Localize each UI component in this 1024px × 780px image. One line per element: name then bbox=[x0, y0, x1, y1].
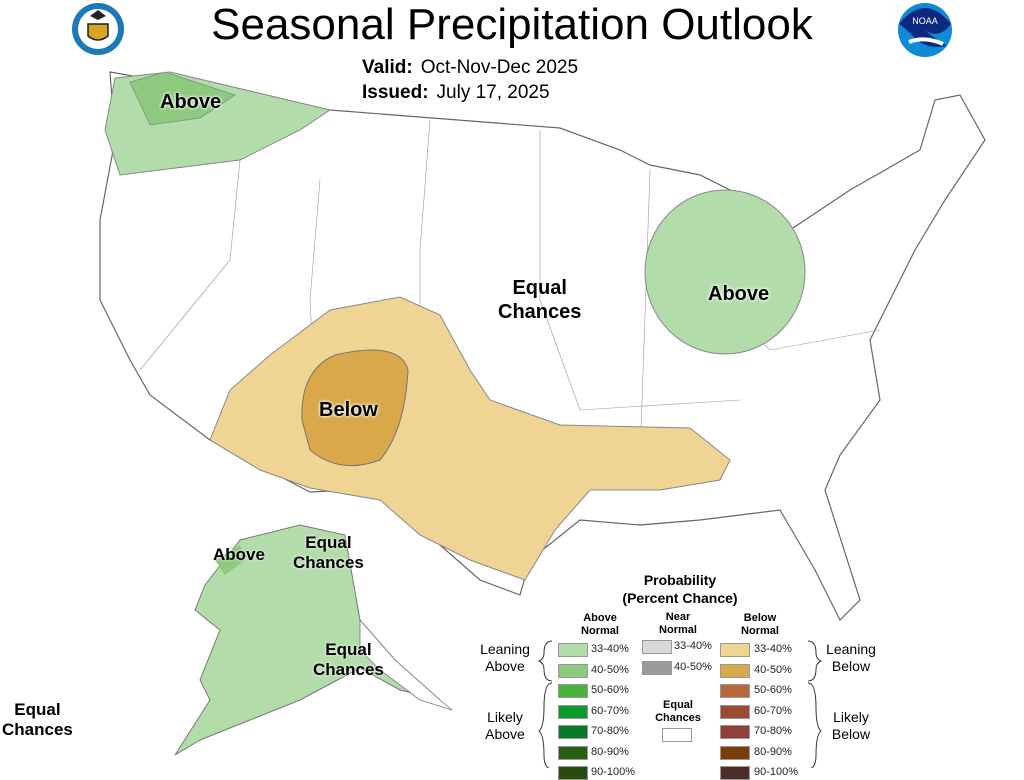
below-range-label: 40-50% bbox=[754, 663, 792, 676]
legend: Probability (Percent Chance) Above Normal … bbox=[470, 565, 890, 780]
label-line: Chances bbox=[293, 553, 364, 572]
ohio-above-region bbox=[644, 189, 806, 355]
above-range-label: 80-90% bbox=[591, 745, 629, 758]
near-swatch bbox=[642, 660, 672, 675]
leaning-below-label: Leaning Below bbox=[820, 641, 882, 675]
likely-above-label: Likely Above bbox=[474, 709, 536, 743]
legend-title-line2: (Percent Chance) bbox=[622, 590, 738, 606]
above-swatch bbox=[558, 643, 588, 657]
commerce-seal-logo bbox=[72, 3, 124, 55]
hd-line: Equal bbox=[663, 699, 693, 711]
page-title: Seasonal Precipitation Outlook bbox=[211, 0, 813, 49]
below-swatch bbox=[720, 663, 750, 678]
side-line: Leaning bbox=[480, 641, 530, 657]
side-line: Leaning bbox=[826, 641, 876, 657]
leaning-above-label: Leaning Above bbox=[474, 641, 536, 675]
label-line: Equal bbox=[325, 640, 372, 659]
side-line: Below bbox=[831, 658, 871, 674]
above-range-label: 33-40% bbox=[591, 643, 629, 655]
label-equal-line1: Equal bbox=[512, 277, 567, 299]
hd-line: Below bbox=[743, 612, 777, 624]
near-normal-header: Near Normal bbox=[648, 611, 708, 637]
above-normal-header: Above Normal bbox=[570, 612, 630, 638]
below-range-label: 60-70% bbox=[754, 704, 792, 717]
valid-value: Oct-Nov-Dec 2025 bbox=[420, 57, 579, 78]
label-line: Equal bbox=[14, 700, 61, 719]
label-ohio-above: Above bbox=[708, 283, 770, 305]
likely-below-label: Likely Below bbox=[820, 709, 882, 743]
label-hi-equal: Equal Chances bbox=[2, 700, 73, 740]
above-range-label: 70-80% bbox=[591, 725, 629, 737]
below-swatch bbox=[720, 766, 750, 780]
noaa-logo: NOAA bbox=[898, 3, 952, 57]
legend-title-line1: Probability bbox=[643, 572, 717, 588]
above-swatch bbox=[558, 766, 588, 780]
side-line: Above bbox=[485, 658, 525, 674]
below-swatch bbox=[720, 684, 750, 698]
above-swatch bbox=[558, 725, 588, 739]
issued-value: July 17, 2025 bbox=[436, 82, 550, 103]
issued-line: Issued: July 17, 2025 bbox=[362, 82, 550, 104]
hd-line: Above bbox=[583, 612, 617, 624]
near-swatch bbox=[642, 640, 672, 654]
noaa-logo-text: NOAA bbox=[912, 16, 938, 26]
hd-line: Normal bbox=[741, 625, 779, 637]
hd-line: Near bbox=[665, 611, 691, 623]
nw-above-40-region bbox=[129, 71, 236, 126]
above-swatch bbox=[558, 704, 588, 719]
alaska-outline bbox=[174, 524, 441, 756]
above-range-label: 50-60% bbox=[591, 684, 629, 696]
side-line: Likely bbox=[833, 709, 869, 725]
hd-line: Chances bbox=[655, 712, 701, 724]
below-swatch bbox=[720, 745, 750, 760]
near-range-label: 40-50% bbox=[674, 660, 712, 673]
below-swatch bbox=[720, 725, 750, 739]
label-line: Equal bbox=[305, 533, 352, 552]
valid-line: Valid: Oct-Nov-Dec 2025 bbox=[362, 57, 578, 79]
label-ak-above: Above bbox=[213, 545, 265, 564]
below-normal-header: Below Normal bbox=[730, 612, 790, 638]
label-equal-line2: Chances bbox=[498, 301, 582, 323]
above-range-label: 40-50% bbox=[591, 663, 629, 676]
label-line: Chances bbox=[313, 660, 384, 679]
side-line: Above bbox=[485, 726, 525, 742]
below-40-region bbox=[301, 349, 409, 467]
hd-line: Normal bbox=[581, 625, 619, 637]
below-range-label: 50-60% bbox=[754, 684, 792, 696]
above-swatch bbox=[558, 745, 588, 760]
below-range-label: 70-80% bbox=[754, 725, 792, 737]
above-range-label: 60-70% bbox=[591, 704, 629, 717]
legend-braces bbox=[537, 640, 823, 768]
side-line: Below bbox=[831, 726, 871, 742]
label-equal-chances: Equal Chances bbox=[498, 276, 581, 324]
legend-title: Probability (Percent Chance) bbox=[470, 571, 890, 607]
below-range-label: 33-40% bbox=[754, 643, 792, 655]
below-swatch bbox=[720, 643, 750, 657]
above-swatch bbox=[558, 684, 588, 698]
issued-label: Issued: bbox=[362, 82, 429, 103]
near-range-label: 33-40% bbox=[674, 640, 712, 652]
hd-line: Normal bbox=[659, 624, 697, 636]
label-nw-above: Above bbox=[160, 91, 222, 113]
below-range-label: 80-90% bbox=[754, 745, 792, 758]
below-swatch bbox=[720, 704, 750, 719]
valid-label: Valid: bbox=[362, 57, 413, 78]
label-below: Below bbox=[319, 399, 378, 421]
equal-chances-swatch bbox=[662, 728, 692, 742]
equal-chances-header: Equal Chances bbox=[645, 699, 711, 725]
label-ak-equal-ne: Equal Chances bbox=[293, 533, 364, 573]
alaska-panhandle bbox=[359, 618, 453, 711]
above-swatch bbox=[558, 663, 588, 678]
label-ak-equal-s: Equal Chances bbox=[313, 640, 384, 680]
alaska-above-40-region bbox=[215, 545, 245, 575]
label-line: Chances bbox=[2, 720, 73, 739]
side-line: Likely bbox=[487, 709, 523, 725]
